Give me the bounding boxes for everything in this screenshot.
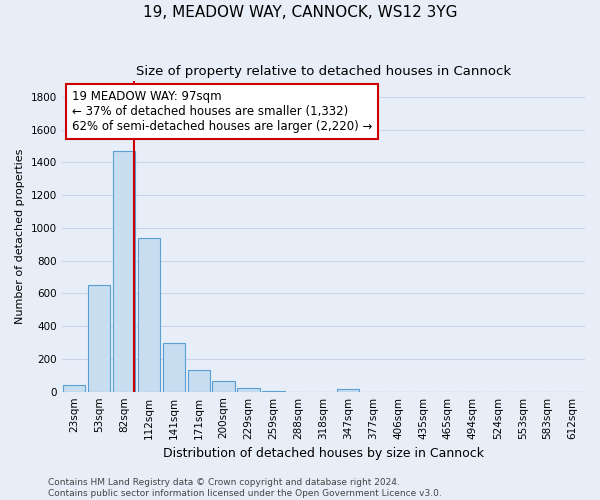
Title: Size of property relative to detached houses in Cannock: Size of property relative to detached ho…	[136, 65, 511, 78]
Text: 19, MEADOW WAY, CANNOCK, WS12 3YG: 19, MEADOW WAY, CANNOCK, WS12 3YG	[143, 5, 457, 20]
Bar	[137, 238, 160, 392]
Text: 19 MEADOW WAY: 97sqm
← 37% of detached houses are smaller (1,332)
62% of semi-de: 19 MEADOW WAY: 97sqm ← 37% of detached h…	[72, 90, 373, 133]
Bar	[88, 285, 110, 392]
Bar	[113, 151, 135, 392]
X-axis label: Distribution of detached houses by size in Cannock: Distribution of detached houses by size …	[163, 447, 484, 460]
Bar	[63, 385, 85, 392]
Bar	[188, 370, 210, 392]
Text: Contains HM Land Registry data © Crown copyright and database right 2024.
Contai: Contains HM Land Registry data © Crown c…	[48, 478, 442, 498]
Bar	[262, 391, 285, 392]
Bar	[163, 344, 185, 392]
Y-axis label: Number of detached properties: Number of detached properties	[15, 148, 25, 324]
Bar	[212, 381, 235, 392]
Bar	[337, 389, 359, 392]
Bar	[238, 388, 260, 392]
